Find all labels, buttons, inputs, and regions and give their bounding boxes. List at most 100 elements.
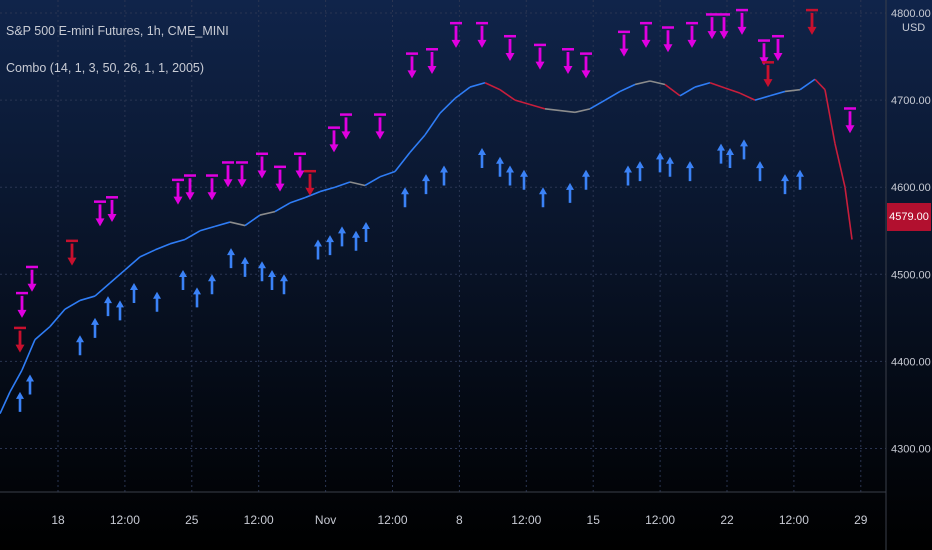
sell-signal-arrow xyxy=(329,130,339,153)
price-segment xyxy=(739,92,756,101)
price-segment xyxy=(79,295,96,302)
sell-signal-arrow-bar xyxy=(450,21,462,25)
buy-signal-arrow xyxy=(258,261,266,282)
price-segment xyxy=(484,82,501,91)
buy-signal-arrow xyxy=(116,300,124,321)
sell-signal-arrow-bar xyxy=(426,48,438,51)
price-segment xyxy=(424,112,441,136)
x-tick-label: 12:00 xyxy=(645,513,675,527)
sell-signal-arrow-bar xyxy=(618,30,630,34)
price-segment xyxy=(824,89,836,144)
price-segment xyxy=(844,187,853,240)
buy-signal-arrow xyxy=(91,317,99,338)
sell-signal-arrow-bar xyxy=(844,107,856,110)
indicator-legend[interactable]: Combo (14, 1, 3, 50, 26, 1, 1, 2005) xyxy=(6,61,205,75)
buy-signal-arrow xyxy=(636,161,644,182)
price-segment xyxy=(649,80,666,86)
price-segment xyxy=(469,81,486,88)
buy-signal-arrow xyxy=(796,169,804,190)
sell-signal-arrow xyxy=(707,17,717,40)
price-segment xyxy=(64,299,81,310)
sell-signal-arrow-bar xyxy=(328,126,340,129)
buy-signal-arrow xyxy=(717,143,725,164)
sell-signal-arrow-bar xyxy=(236,161,248,164)
sell-signal-arrow-bar xyxy=(662,26,674,29)
x-tick-label: 18 xyxy=(51,513,65,527)
price-segment xyxy=(514,99,531,106)
y-tick-label: 4300.00 xyxy=(891,443,931,455)
sell-signal-arrow xyxy=(275,169,285,192)
buy-signal-arrow xyxy=(506,165,514,186)
grid-lines xyxy=(0,0,886,492)
buy-signal-arrow xyxy=(193,287,201,308)
strong-sell-signal-arrow-bar xyxy=(762,61,774,64)
price-segment xyxy=(634,80,651,86)
buy-signal-arrow xyxy=(153,291,161,312)
signal-markers xyxy=(14,8,856,412)
price-segment xyxy=(694,81,711,88)
sell-signal-arrow xyxy=(107,200,117,223)
sell-signal-arrow xyxy=(641,25,651,48)
buy-signal-arrow xyxy=(440,165,448,186)
buy-signal-arrow xyxy=(582,169,590,190)
price-segment xyxy=(214,221,231,228)
price-segment xyxy=(754,95,771,101)
symbol-title[interactable]: S&P 500 E-mini Futures, 1h, CME_MINI xyxy=(6,24,229,38)
sell-signal-arrow xyxy=(687,25,697,48)
strong-sell-signal-arrow xyxy=(763,65,773,88)
x-tick-label: 12:00 xyxy=(511,513,541,527)
price-segment xyxy=(409,134,426,153)
sell-signal-arrow-bar xyxy=(686,21,698,25)
sell-signal-arrow-bar xyxy=(16,291,28,295)
price-segment xyxy=(289,196,306,204)
buy-signal-arrow xyxy=(26,374,34,395)
price-segment xyxy=(259,210,276,216)
sell-signal-arrow-bar xyxy=(184,174,196,177)
buy-signal-arrow xyxy=(478,148,486,169)
price-series xyxy=(0,78,853,414)
sell-signal-arrow-bar xyxy=(706,13,718,16)
sell-signal-arrow-bar xyxy=(736,8,748,12)
buy-signal-arrow xyxy=(539,187,547,208)
buy-signal-arrow xyxy=(726,148,734,169)
sell-signal-arrow-bar xyxy=(294,152,306,156)
sell-signal-arrow-bar xyxy=(172,178,184,182)
sell-signal-arrow xyxy=(477,25,487,48)
strong-sell-signal-arrow xyxy=(15,330,25,353)
currency-label[interactable]: USD xyxy=(902,22,926,34)
sell-signal-arrow xyxy=(295,156,305,179)
sell-signal-arrow xyxy=(719,17,729,40)
sell-signal-arrow-bar xyxy=(758,39,770,42)
price-segment xyxy=(124,256,141,271)
buy-signal-arrow xyxy=(227,248,235,269)
x-tick-label: 22 xyxy=(720,513,734,527)
y-axis[interactable]: 4300.00 4400.00 4500.00 4600.00 4700.00 4800.… xyxy=(891,8,931,455)
buy-signal-arrow xyxy=(130,283,138,304)
price-segment xyxy=(0,391,11,414)
buy-signal-arrow xyxy=(566,182,574,203)
buy-signal-arrow xyxy=(314,239,322,260)
price-segment xyxy=(679,86,696,97)
buy-signal-arrow xyxy=(756,161,764,182)
price-segment xyxy=(604,90,621,101)
price-segment xyxy=(559,109,576,114)
x-axis[interactable]: 18 12:00 25 12:00 Nov 12:00 8 12:00 15 12:00 22 12:… xyxy=(51,513,867,527)
price-segment xyxy=(439,97,456,114)
price-segment xyxy=(769,90,786,97)
price-segment xyxy=(799,78,816,91)
buy-signal-arrow xyxy=(624,165,632,186)
buy-signal-arrow xyxy=(352,230,360,251)
buy-signal-arrow xyxy=(326,235,334,256)
strong-sell-signal-arrow-bar xyxy=(304,169,316,173)
sell-signal-arrow-bar xyxy=(26,265,38,269)
x-tick-label: Nov xyxy=(315,513,336,527)
y-tick-label: 4400.00 xyxy=(891,356,931,368)
price-segment xyxy=(34,325,51,341)
price-segment xyxy=(364,176,381,187)
sell-signal-arrow xyxy=(845,111,855,134)
strong-sell-signal-arrow-bar xyxy=(66,239,78,243)
price-segment xyxy=(349,181,366,187)
x-tick-label: 15 xyxy=(587,513,601,527)
